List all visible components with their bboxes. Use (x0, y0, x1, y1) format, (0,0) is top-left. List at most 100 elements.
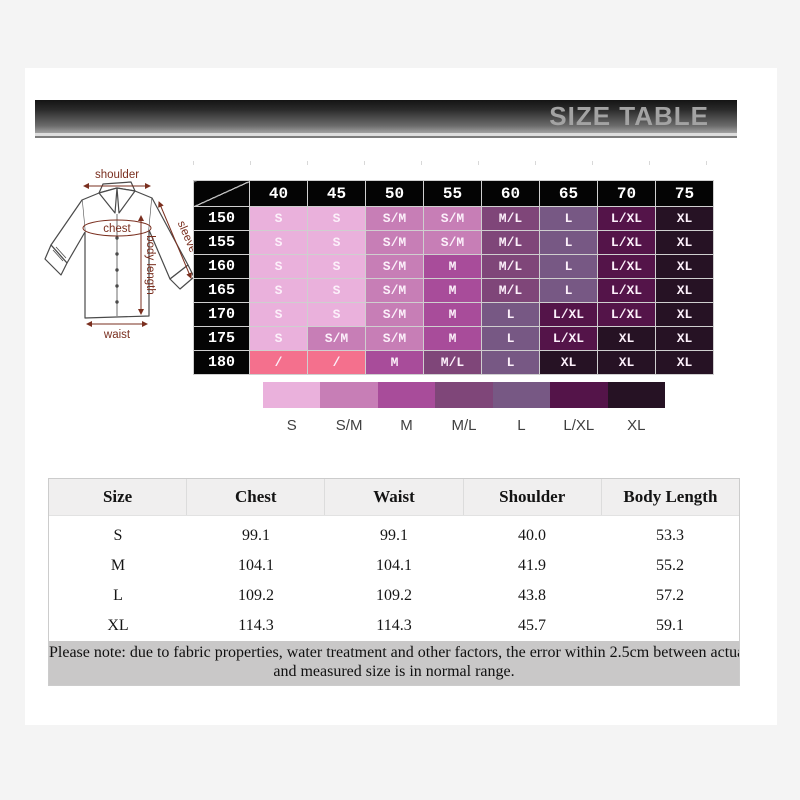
waist-value: 114.3 (376, 617, 412, 634)
chest-value: 109.2 (238, 587, 274, 604)
size-value: L (113, 587, 123, 604)
legend-swatch-lxl (550, 382, 608, 408)
measurements-body: S 99.1 99.1 40.0 53.3 M 104.1 104.1 41.9… (49, 516, 739, 641)
matrix-cell: S/M (423, 206, 482, 231)
matrix-cell: S/M (307, 326, 366, 351)
matrix-cell: M/L (481, 254, 540, 279)
matrix-cell: M/L (423, 350, 482, 375)
matrix-cell: M (423, 302, 482, 327)
ruler-ticks (193, 161, 707, 165)
matrix-cell: L/XL (597, 254, 656, 279)
matrix-cell: XL (655, 206, 714, 231)
matrix-cell: L (539, 230, 598, 255)
matrix-cell: L/XL (597, 302, 656, 327)
matrix-cell: M (423, 326, 482, 351)
matrix-cell: M/L (481, 278, 540, 303)
matrix-cell: S/M (423, 230, 482, 255)
matrix-cell: S (249, 302, 308, 327)
size-value: XL (107, 617, 129, 634)
matrix-cell: S/M (365, 206, 424, 231)
matrix-cell: S/M (365, 230, 424, 255)
table-row: S 99.1 99.1 40.0 53.3 (49, 521, 739, 551)
shoulder-value: 41.9 (518, 557, 546, 574)
shoulder-value: 45.7 (518, 617, 546, 634)
legend-label: S (286, 417, 297, 434)
waist-label: waist (103, 329, 131, 341)
matrix-cell: XL (597, 326, 656, 351)
measurements-table: Size Chest Waist Shoulder Body Length S … (48, 478, 740, 686)
body-length-value: 57.2 (656, 587, 684, 604)
matrix-cell: L (481, 302, 540, 327)
matrix-cell: S (307, 254, 366, 279)
waist-value: 99.1 (380, 527, 408, 544)
note-line-2: and measured size is in normal range. (273, 663, 515, 680)
matrix-cell: L/XL (597, 206, 656, 231)
matrix-row-label: 150 (193, 206, 250, 231)
matrix-cell: L/XL (539, 302, 598, 327)
table-row: M 104.1 104.1 41.9 55.2 (49, 551, 739, 581)
matrix-header-row: 40 45 50 55 60 65 70 75 (193, 180, 714, 207)
matrix-cell: S (307, 206, 366, 231)
matrix-row-label: 170 (193, 302, 250, 327)
shirt-measurement-diagram: shoulder chest body length waist sleeve (37, 166, 199, 354)
legend-swatch-l (492, 382, 551, 408)
matrix-cell: XL (655, 350, 714, 375)
matrix-cell: S/M (365, 326, 424, 351)
body-length-value: 55.2 (656, 557, 684, 574)
note-line-1: Please note: due to fabric properties, w… (49, 644, 739, 661)
matrix-cell: XL (655, 302, 714, 327)
matrix-cell: XL (655, 326, 714, 351)
matrix-cell: S (249, 326, 308, 351)
legend-label: S/M (335, 417, 363, 434)
banner-strip-dark (35, 136, 737, 138)
matrix-col-header: 45 (307, 180, 366, 207)
matrix-cell: L/XL (597, 230, 656, 255)
waist-value: 104.1 (376, 557, 412, 574)
matrix-cell: M (423, 254, 482, 279)
matrix-row: 155 S S S/M S/M M/L L L/XL XL (193, 230, 714, 255)
chest-label: chest (103, 223, 131, 235)
shoulder-value: 43.8 (518, 587, 546, 604)
matrix-row-label: 165 (193, 278, 250, 303)
banner-title: SIZE TABLE (549, 101, 709, 131)
legend-label: L/XL (563, 417, 595, 434)
matrix-cell: XL (597, 350, 656, 375)
matrix-row: 165 S S S/M M M/L L L/XL XL (193, 278, 714, 303)
matrix-row: 170 S S S/M M L L/XL L/XL XL (193, 302, 714, 327)
matrix-cell: L (481, 350, 540, 375)
matrix-col-header: 50 (365, 180, 424, 207)
matrix-cell: M (423, 278, 482, 303)
matrix-cell: S/M (365, 278, 424, 303)
matrix-cell: S/M (365, 302, 424, 327)
matrix-row-label: 180 (193, 350, 250, 375)
size-value: S (113, 527, 123, 544)
legend-label: XL (627, 417, 646, 434)
matrix-col-header: 55 (423, 180, 482, 207)
col-header-shoulder: Shoulder (464, 479, 602, 515)
matrix-cell: / (307, 350, 366, 375)
legend-swatch-m (377, 382, 436, 408)
col-header-body-length: Body Length (623, 487, 718, 506)
banner-strip-light (35, 133, 737, 136)
legend-swatches (263, 382, 665, 408)
matrix-cell: XL (655, 254, 714, 279)
matrix-cell: S (249, 254, 308, 279)
matrix-cell: S (249, 278, 308, 303)
matrix-cell: XL (655, 230, 714, 255)
chest-value: 114.3 (238, 617, 274, 634)
shirt-outline (44, 181, 195, 319)
matrix-row-label: 155 (193, 230, 250, 255)
matrix-corner-cell (193, 180, 250, 207)
legend-label: M/L (451, 417, 477, 434)
legend-label: L (517, 417, 526, 434)
size-value: M (110, 557, 126, 574)
matrix-col-header: 70 (597, 180, 656, 207)
measurements-header-row: Size Chest Waist Shoulder Body Length (49, 479, 739, 516)
matrix-cell: L/XL (539, 326, 598, 351)
shoulder-label: shoulder (95, 169, 139, 181)
size-matrix: 40 45 50 55 60 65 70 75 150 S S S/M S/M … (193, 180, 714, 375)
matrix-cell: S (249, 206, 308, 231)
table-row: XL 114.3 114.3 45.7 59.1 (49, 611, 739, 641)
matrix-cell: S/M (365, 254, 424, 279)
matrix-col-header: 40 (249, 180, 308, 207)
